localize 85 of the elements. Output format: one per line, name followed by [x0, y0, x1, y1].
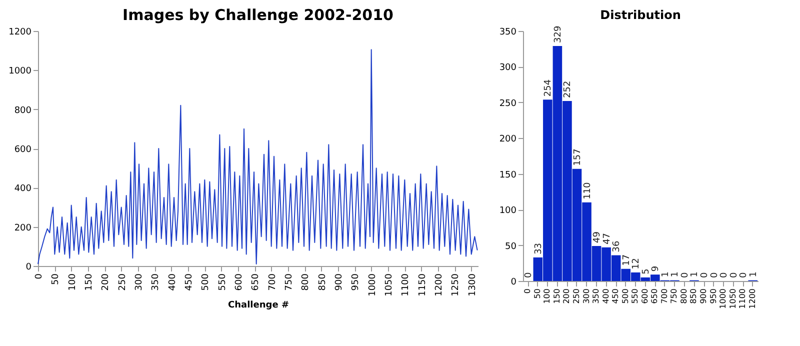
y-tick-label: 250	[499, 98, 517, 109]
x-tick-label: 200	[101, 273, 112, 291]
x-tick-label: 400	[168, 273, 178, 291]
x-tick-label: 250	[118, 273, 128, 291]
x-tick-label: 0	[34, 273, 44, 280]
y-tick-label: 600	[14, 145, 32, 155]
chart-title: Distribution	[600, 8, 681, 22]
x-tick-label: 50	[532, 288, 542, 299]
x-tick-label: 650	[650, 288, 660, 304]
x-tick-label: 550	[630, 288, 640, 304]
x-tick-label: 800	[301, 273, 312, 291]
chart-title: Images by Challenge 2002-2010	[122, 6, 394, 24]
x-tick-label: 400	[601, 288, 610, 304]
y-tick-label: 150	[499, 170, 517, 180]
x-tick-label: 950	[708, 288, 718, 304]
y-tick-label: 50	[505, 242, 517, 252]
x-tick-label: 850	[689, 288, 698, 304]
x-tick-label: 550	[218, 273, 228, 291]
x-tick-label: 1100	[401, 273, 412, 296]
x-tick-label: 1250	[451, 273, 462, 296]
x-tick-label: 600	[640, 288, 650, 304]
data-label: 157	[572, 148, 583, 166]
x-tick-label: 350	[592, 288, 601, 304]
x-tick-label: 150	[552, 288, 562, 304]
data-label: 49	[592, 231, 603, 243]
x-tick-label: 1000	[718, 288, 728, 309]
x-tick-label: 850	[318, 273, 328, 291]
y-tick-label: 300	[499, 63, 517, 74]
data-label: 1	[690, 272, 700, 278]
x-tick-label: 950	[351, 273, 362, 291]
x-tick-label: 100	[68, 273, 78, 291]
x-tick-label: 800	[679, 288, 688, 304]
x-tick-label: 900	[699, 288, 708, 304]
y-tick-label: 800	[14, 106, 32, 116]
x-tick-label: 500	[620, 288, 630, 304]
x-tick-label: 1100	[738, 288, 748, 309]
y-tick-label: 350	[499, 28, 517, 38]
x-tick-label: 350	[151, 273, 162, 291]
y-tick-label: 100	[499, 206, 517, 216]
data-label: 1	[670, 272, 681, 278]
data-label: 9	[651, 266, 662, 272]
y-tick-label: 200	[499, 134, 517, 145]
data-label: 1	[660, 272, 671, 278]
y-tick-label: 1000	[8, 66, 32, 77]
x-tick-label: 450	[611, 288, 620, 304]
data-label: 110	[582, 182, 593, 200]
x-tick-label: 900	[334, 273, 344, 291]
x-tick-label: 600	[234, 273, 244, 291]
x-tick-label: 300	[134, 273, 144, 291]
data-label: 12	[632, 258, 642, 270]
x-tick-label: 1000	[368, 273, 378, 296]
x-tick-label: 1050	[384, 273, 394, 296]
x-tick-label: 750	[284, 273, 294, 291]
x-tick-label: 200	[562, 288, 572, 304]
data-label: 254	[544, 79, 554, 97]
x-tick-label: 50	[51, 273, 62, 285]
data-label: 47	[602, 232, 612, 244]
data-label: 36	[612, 240, 622, 252]
data-label: 5	[641, 268, 652, 274]
data-label: 17	[622, 254, 632, 266]
x-axis-title: Challenge #	[228, 300, 289, 310]
x-tick-label: 0	[523, 288, 532, 294]
x-tick-label: 1050	[728, 288, 738, 309]
data-label: 33	[534, 242, 544, 254]
x-tick-label: 300	[582, 288, 591, 304]
y-tick-label: 0	[26, 262, 32, 272]
x-tick-label: 100	[542, 288, 552, 304]
x-tick-label: 700	[660, 288, 669, 304]
x-tick-label: 1200	[748, 288, 757, 309]
x-tick-label: 750	[670, 288, 679, 304]
x-tick-label: 1300	[468, 273, 478, 296]
x-tick-label: 250	[572, 288, 581, 304]
x-tick-label: 500	[201, 273, 212, 291]
x-tick-label: 450	[184, 273, 194, 291]
y-tick-label: 1200	[8, 28, 32, 38]
x-tick-label: 650	[251, 273, 262, 291]
x-tick-label: 1150	[418, 273, 428, 296]
y-tick-label: 200	[14, 223, 32, 234]
data-label: 329	[553, 26, 564, 43]
x-tick-label: 150	[84, 273, 94, 291]
y-tick-label: 400	[14, 184, 32, 194]
x-tick-label: 700	[268, 273, 278, 291]
data-label: 252	[563, 80, 574, 98]
data-label: 1	[748, 272, 759, 278]
x-tick-label: 1200	[434, 273, 444, 296]
